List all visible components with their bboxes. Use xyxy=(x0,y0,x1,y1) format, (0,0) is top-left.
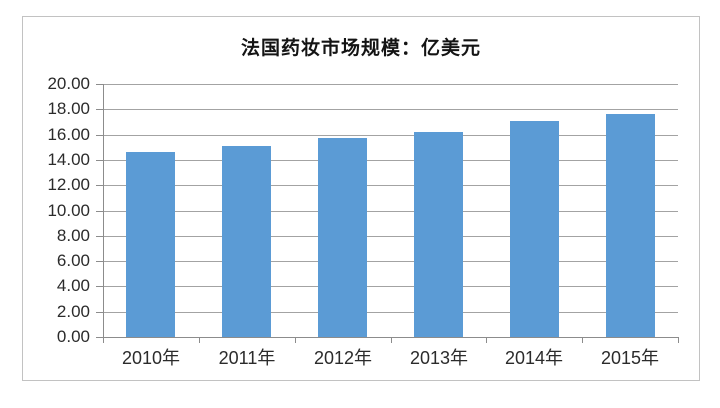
y-axis-label: 2.00 xyxy=(56,302,90,321)
y-axis-tick xyxy=(96,109,103,110)
chart-title: 法国药妆市场规模：亿美元 xyxy=(240,38,481,59)
y-axis-label: 8.00 xyxy=(56,226,90,245)
x-axis-tick xyxy=(391,337,392,343)
bar-2015年 xyxy=(606,114,655,337)
y-axis-tick xyxy=(96,185,103,186)
x-axis-label: 2010年 xyxy=(121,348,181,368)
chart-frame: 法国药妆市场规模：亿美元 0.00 2.00 4.00 6.00 8.00 10.00 12… xyxy=(22,16,700,381)
y-axis-tick xyxy=(96,236,103,237)
y-axis-label: 16.00 xyxy=(47,125,90,144)
y-axis-tick xyxy=(96,261,103,262)
y-axis-label: 4.00 xyxy=(56,276,90,295)
bar-2010年 xyxy=(126,152,175,337)
x-axis-tick xyxy=(295,337,296,343)
bar-2013年 xyxy=(414,132,463,337)
x-axis-label: 2013年 xyxy=(409,348,469,368)
y-axis-tick xyxy=(96,312,103,313)
y-axis-label: 10.00 xyxy=(47,201,90,220)
bar-2014年 xyxy=(510,121,559,337)
y-axis-tick xyxy=(96,84,103,85)
x-axis-tick xyxy=(486,337,487,343)
x-axis-label: 2015年 xyxy=(600,348,660,368)
y-axis-tick xyxy=(96,160,103,161)
gridline xyxy=(103,160,678,161)
x-axis-label: 2014年 xyxy=(504,348,564,368)
y-axis-label: 18.00 xyxy=(47,99,90,118)
gridline xyxy=(103,286,678,287)
bar-2012年 xyxy=(318,138,367,337)
gridline xyxy=(103,236,678,237)
x-axis-label: 2012年 xyxy=(313,348,373,368)
x-axis-tick xyxy=(678,337,679,343)
x-axis-tick xyxy=(582,337,583,343)
gridline xyxy=(103,261,678,262)
x-axis-line xyxy=(103,337,678,338)
gridline xyxy=(103,185,678,186)
gridline xyxy=(103,312,678,313)
gridline xyxy=(103,109,678,110)
y-axis-tick xyxy=(96,337,103,338)
y-axis-label: 0.00 xyxy=(56,327,90,346)
x-axis-tick xyxy=(103,337,104,343)
gridline xyxy=(103,211,678,212)
y-axis-label: 6.00 xyxy=(56,251,90,270)
x-axis-label: 2011年 xyxy=(218,348,276,368)
y-axis-label: 20.00 xyxy=(47,74,90,93)
gridline xyxy=(103,84,678,85)
y-axis-tick xyxy=(96,286,103,287)
y-axis-tick xyxy=(96,211,103,212)
y-axis-label: 14.00 xyxy=(47,150,90,169)
y-axis-line xyxy=(103,84,104,343)
x-axis-tick xyxy=(199,337,200,343)
y-axis-label: 12.00 xyxy=(47,175,90,194)
bar-2011年 xyxy=(222,146,271,337)
gridline xyxy=(103,135,678,136)
y-axis-tick xyxy=(96,135,103,136)
